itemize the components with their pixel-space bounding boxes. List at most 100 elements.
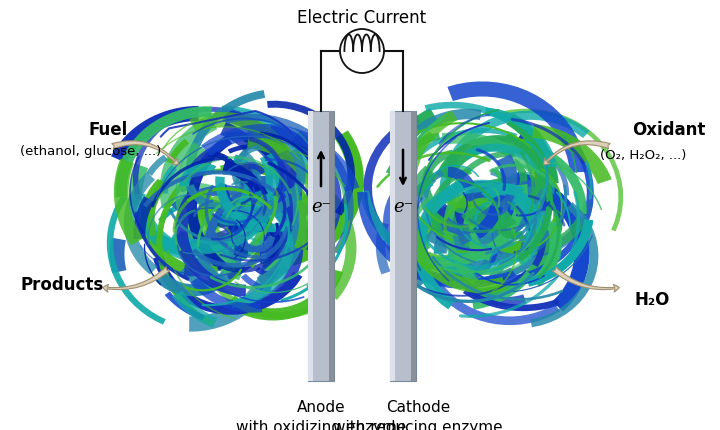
Text: e⁻: e⁻ — [393, 197, 413, 215]
Polygon shape — [511, 160, 528, 188]
Polygon shape — [238, 193, 257, 217]
Polygon shape — [447, 82, 586, 173]
Polygon shape — [397, 198, 415, 245]
Polygon shape — [518, 134, 546, 227]
Polygon shape — [228, 145, 300, 169]
Polygon shape — [505, 133, 553, 262]
Polygon shape — [189, 113, 289, 156]
Polygon shape — [533, 166, 553, 190]
Polygon shape — [306, 262, 329, 292]
Polygon shape — [201, 125, 359, 192]
Polygon shape — [439, 193, 520, 246]
Bar — [308, 112, 334, 381]
Polygon shape — [129, 165, 148, 207]
Polygon shape — [359, 191, 554, 275]
Polygon shape — [156, 175, 215, 326]
Polygon shape — [247, 136, 325, 217]
Polygon shape — [232, 145, 261, 190]
Polygon shape — [257, 186, 307, 289]
Text: Electric Current: Electric Current — [297, 9, 426, 27]
Polygon shape — [167, 153, 281, 254]
Polygon shape — [382, 237, 440, 285]
Polygon shape — [398, 166, 437, 275]
Polygon shape — [544, 150, 587, 215]
Polygon shape — [438, 187, 494, 209]
Polygon shape — [192, 227, 291, 268]
Polygon shape — [160, 116, 217, 209]
Polygon shape — [509, 188, 542, 267]
Polygon shape — [208, 151, 240, 172]
Polygon shape — [364, 115, 426, 264]
Polygon shape — [269, 126, 342, 246]
Polygon shape — [269, 160, 294, 213]
Polygon shape — [161, 166, 177, 194]
Polygon shape — [415, 179, 433, 195]
Polygon shape — [398, 206, 529, 276]
Polygon shape — [202, 169, 278, 206]
Polygon shape — [248, 137, 284, 198]
Polygon shape — [269, 253, 283, 269]
Text: (O₂, H₂O₂, ...): (O₂, H₂O₂, ...) — [600, 148, 686, 161]
Polygon shape — [526, 167, 544, 203]
Polygon shape — [291, 132, 327, 218]
Polygon shape — [445, 167, 465, 178]
Polygon shape — [435, 210, 487, 236]
Polygon shape — [531, 156, 552, 178]
Polygon shape — [176, 143, 246, 281]
Polygon shape — [390, 129, 518, 206]
Polygon shape — [485, 108, 557, 168]
Polygon shape — [426, 273, 560, 326]
Text: e⁻: e⁻ — [311, 197, 331, 215]
Polygon shape — [411, 217, 437, 277]
Polygon shape — [129, 194, 251, 265]
Polygon shape — [490, 169, 514, 202]
Polygon shape — [240, 237, 275, 253]
Polygon shape — [440, 218, 467, 237]
Polygon shape — [461, 208, 517, 231]
Polygon shape — [449, 202, 500, 278]
Polygon shape — [133, 197, 155, 240]
Polygon shape — [422, 150, 454, 213]
Polygon shape — [158, 199, 243, 223]
Polygon shape — [463, 206, 492, 261]
Polygon shape — [430, 219, 460, 240]
Polygon shape — [423, 200, 517, 232]
Polygon shape — [484, 252, 510, 286]
Polygon shape — [288, 167, 356, 300]
Polygon shape — [424, 187, 544, 251]
Polygon shape — [415, 110, 482, 135]
Polygon shape — [451, 241, 476, 259]
Polygon shape — [408, 197, 431, 230]
Polygon shape — [222, 110, 302, 264]
Polygon shape — [457, 224, 472, 246]
Polygon shape — [410, 218, 431, 252]
Polygon shape — [420, 176, 436, 220]
Polygon shape — [264, 224, 281, 262]
Polygon shape — [504, 218, 587, 255]
Bar — [390, 112, 395, 381]
Polygon shape — [114, 159, 143, 246]
Circle shape — [340, 30, 384, 74]
Polygon shape — [481, 184, 525, 202]
Polygon shape — [397, 170, 445, 287]
Polygon shape — [210, 229, 274, 258]
Polygon shape — [463, 144, 546, 176]
Polygon shape — [442, 133, 539, 174]
Polygon shape — [225, 132, 295, 153]
Polygon shape — [240, 227, 257, 237]
Polygon shape — [156, 251, 243, 297]
Polygon shape — [446, 224, 515, 264]
Polygon shape — [140, 179, 194, 278]
Polygon shape — [448, 151, 516, 248]
Polygon shape — [153, 257, 302, 315]
Polygon shape — [225, 114, 354, 255]
Polygon shape — [199, 195, 220, 233]
Polygon shape — [228, 213, 240, 230]
Polygon shape — [531, 203, 598, 328]
Polygon shape — [471, 194, 503, 216]
Polygon shape — [500, 172, 532, 202]
Polygon shape — [201, 220, 247, 240]
Polygon shape — [225, 175, 273, 218]
Polygon shape — [469, 194, 541, 227]
Polygon shape — [239, 184, 267, 231]
